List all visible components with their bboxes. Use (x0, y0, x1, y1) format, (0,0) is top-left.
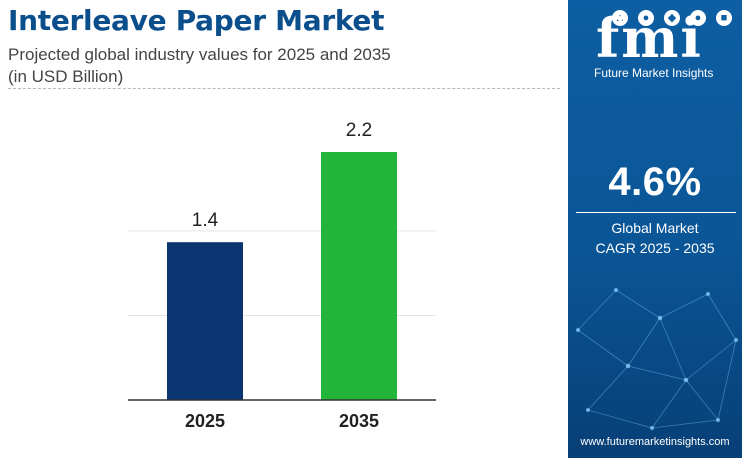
subtitle-line-2: (in USD Billion) (8, 67, 124, 86)
bar-chart: 1.4 2025 2.2 2035 (128, 120, 436, 431)
fmi-logo: ▲ ● ◆ ● ■ fmi (590, 6, 732, 86)
cagr-label-line-1: Global Market (611, 220, 699, 236)
chart-title: Interleave Paper Market (8, 4, 385, 37)
header-divider (8, 88, 560, 89)
logo-text: fmi (596, 6, 703, 70)
cagr-label-line-2: CAGR 2025 - 2035 (595, 240, 715, 256)
brand-panel: ▲ ● ◆ ● ■ fmi Future Market Insights 4.6… (568, 0, 742, 458)
person-icon: ● (690, 10, 706, 26)
bar-2035 (321, 152, 397, 400)
bar-2025 (167, 242, 243, 400)
car-icon: ■ (716, 10, 732, 26)
data-label-2025: 1.4 (192, 210, 219, 231)
flask-icon: ◆ (664, 10, 680, 26)
chart-icon: ▲ (612, 10, 628, 26)
chart-subtitle: Projected global industry values for 202… (8, 44, 391, 88)
cagr-value: 4.6% (608, 160, 702, 204)
cart-icon: ● (638, 10, 654, 26)
data-label-2035: 2.2 (346, 120, 372, 141)
cagr-divider (576, 212, 736, 213)
brand-name: Future Market Insights (594, 66, 714, 80)
website-url: www.futuremarketinsights.com (580, 436, 730, 448)
subtitle-line-1: Projected global industry values for 202… (8, 45, 391, 64)
x-tick-label-2035: 2035 (339, 411, 379, 431)
x-tick-label-2025: 2025 (185, 411, 225, 431)
logo-icon-row: ▲ ● ◆ ● ■ (612, 10, 732, 28)
network-graphic (575, 287, 739, 431)
chart-panel: Interleave Paper Market Projected global… (8, 4, 560, 431)
